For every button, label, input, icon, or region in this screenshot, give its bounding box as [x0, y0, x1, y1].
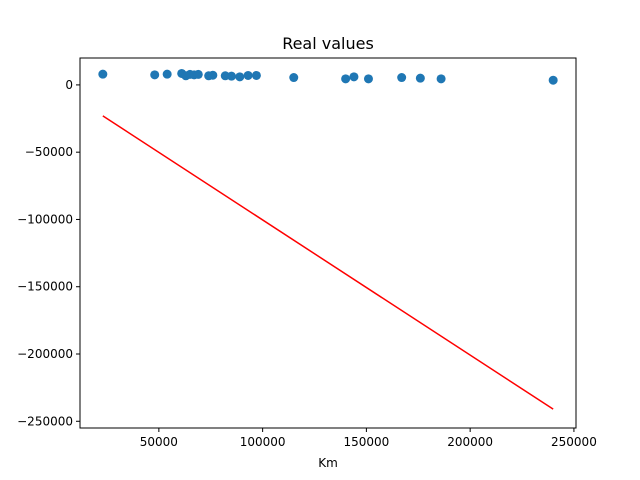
data-point: [162, 69, 172, 79]
x-tick-label: 100000: [240, 435, 286, 449]
data-point: [341, 74, 351, 84]
chart-title: Real values: [282, 34, 374, 53]
y-tick-label: −200000: [17, 347, 73, 361]
x-tick-label: 250000: [551, 435, 597, 449]
data-point: [363, 74, 373, 84]
data-point: [397, 73, 407, 83]
data-point: [415, 73, 425, 83]
data-point: [208, 70, 218, 80]
y-tick-label: 0: [65, 78, 73, 92]
data-point: [436, 74, 446, 84]
data-point: [349, 72, 359, 82]
x-axis-label: Km: [318, 456, 338, 470]
data-point: [243, 70, 253, 80]
data-point: [235, 72, 245, 82]
data-point: [251, 70, 261, 80]
data-point: [289, 73, 299, 83]
x-tick-label: 200000: [447, 435, 493, 449]
x-tick-label: 150000: [343, 435, 389, 449]
plot-area: 50000 100000 150000 200000 250000 0 −50000 −100…: [17, 57, 597, 449]
data-point: [548, 75, 558, 85]
data-point: [150, 70, 160, 80]
data-point: [193, 69, 203, 79]
x-tick-label: 50000: [140, 435, 178, 449]
data-point: [226, 71, 236, 81]
data-point: [98, 69, 108, 79]
y-tick-label: −100000: [17, 212, 73, 226]
axes-frame: [79, 57, 577, 429]
y-tick-label: −150000: [17, 280, 73, 294]
y-tick-label: −250000: [17, 414, 73, 428]
regression-line: [102, 115, 554, 410]
y-tick-label: −50000: [25, 145, 73, 159]
